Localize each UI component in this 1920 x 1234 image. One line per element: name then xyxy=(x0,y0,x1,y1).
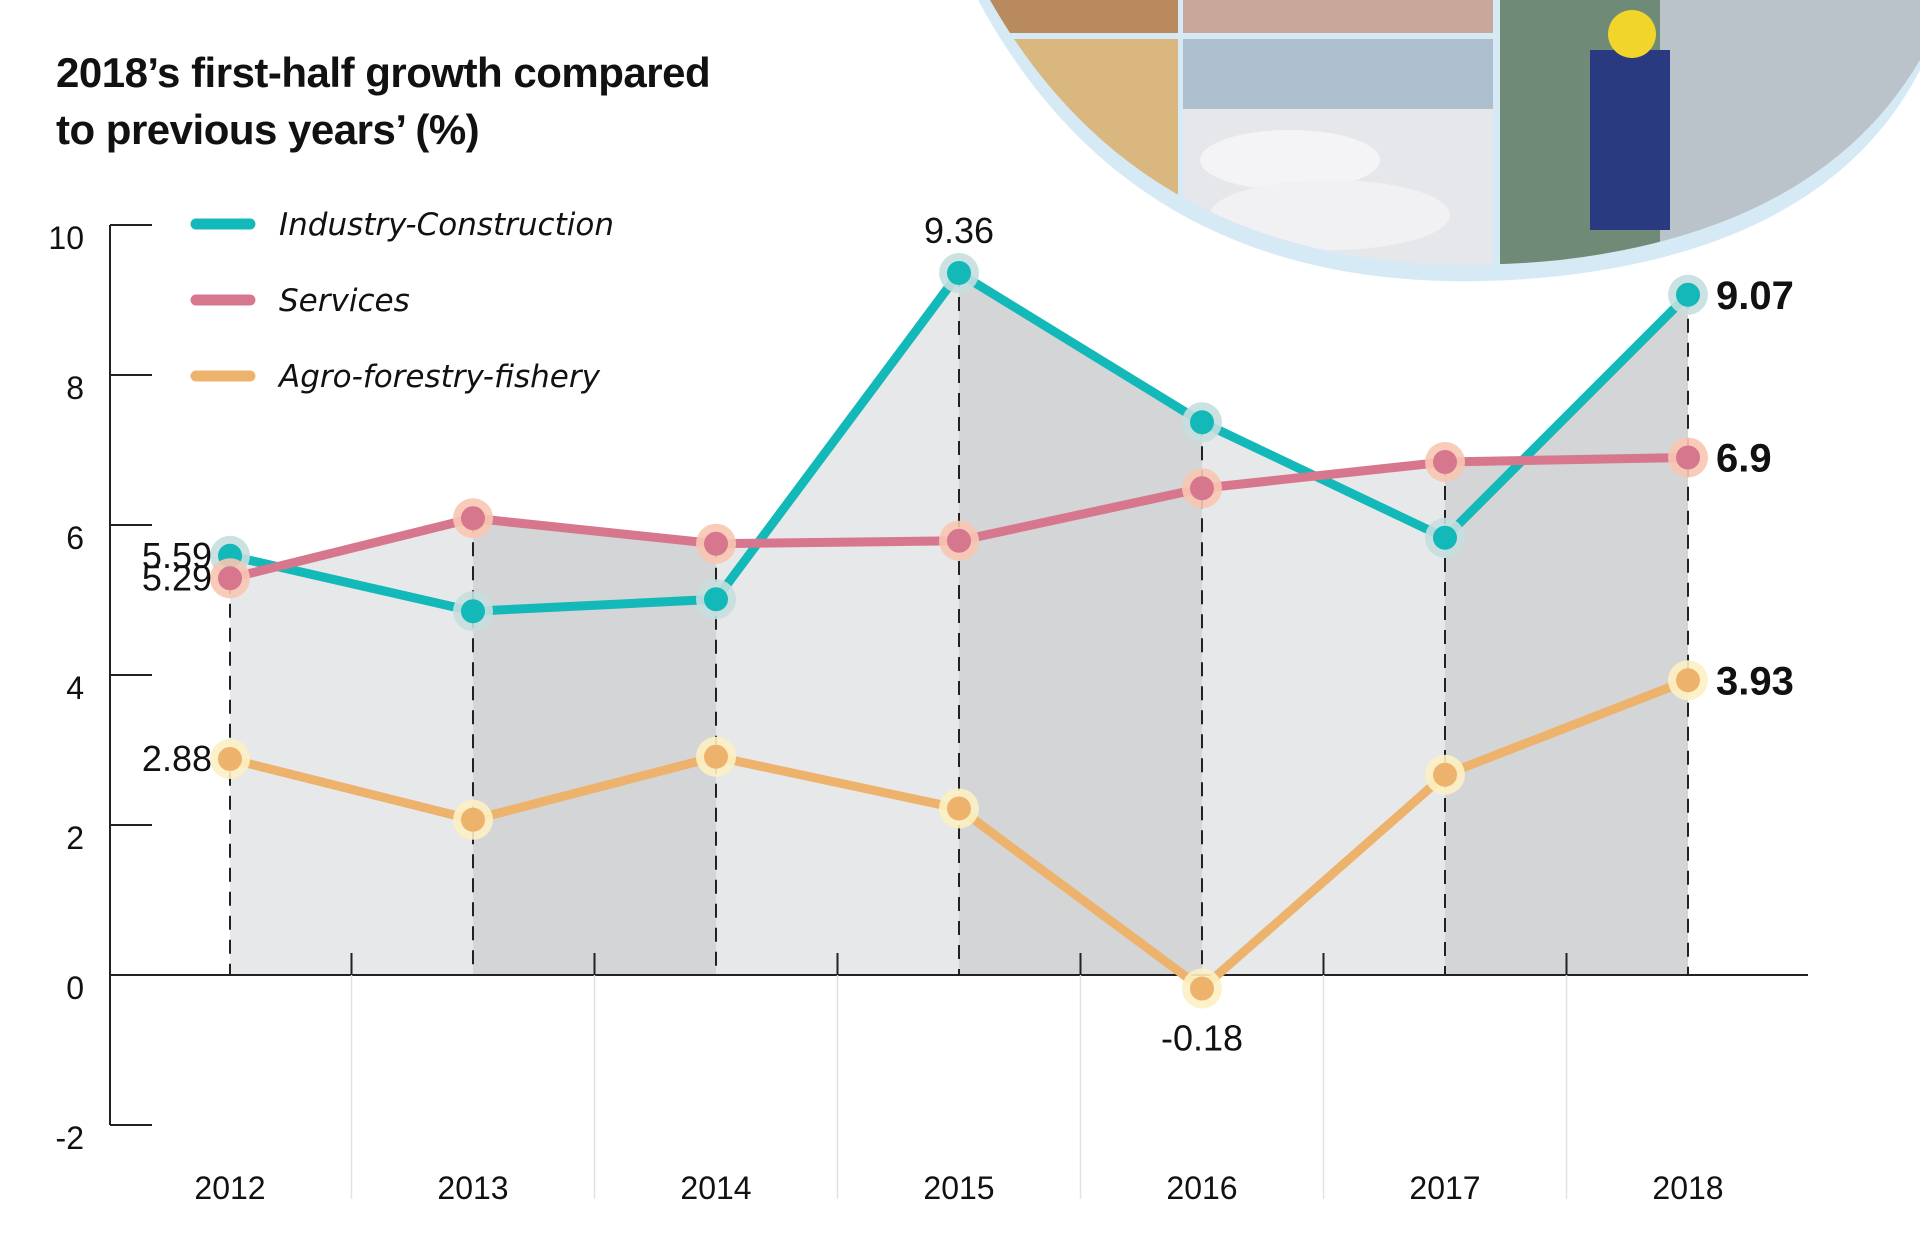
data-point xyxy=(704,587,728,612)
y-tick-label: 0 xyxy=(66,970,84,1006)
data-label: 5.59 xyxy=(142,535,212,576)
photo-rice-sack-shape xyxy=(1200,130,1380,190)
data-point xyxy=(947,528,971,553)
data-point xyxy=(947,261,971,285)
data-point xyxy=(218,566,242,591)
column-band xyxy=(716,273,959,975)
x-tick-label: 2014 xyxy=(680,1170,751,1206)
data-point xyxy=(461,506,485,531)
data-point xyxy=(1676,668,1700,693)
photo-timber xyxy=(990,39,1178,265)
y-tick-label: 10 xyxy=(48,220,84,256)
column-band xyxy=(959,273,1202,975)
data-point xyxy=(1433,762,1457,787)
chart-title-line-1: 2018’s first-half growth compared xyxy=(56,49,711,96)
data-point xyxy=(704,531,728,556)
data-label: 6.9 xyxy=(1716,437,1772,481)
x-tick-label: 2015 xyxy=(923,1170,994,1206)
x-tick-label: 2013 xyxy=(437,1170,508,1206)
chart-title-line-2: to previous years’ (%) xyxy=(56,106,480,153)
x-tick-label: 2018 xyxy=(1652,1170,1723,1206)
data-point xyxy=(218,747,242,771)
column-band xyxy=(1202,422,1445,975)
x-tick-label: 2017 xyxy=(1409,1170,1480,1206)
data-point xyxy=(1433,450,1457,474)
data-point xyxy=(704,744,728,769)
axes: 10 8 6 4 2 0 -2 2012 2013 2014 2015 2016 2017 2018 xyxy=(48,220,1808,1206)
photo-worker-hardhat xyxy=(1608,10,1656,58)
data-label: 3.93 xyxy=(1716,659,1794,703)
y-tick-label: 8 xyxy=(66,370,84,406)
photo-worker-overalls xyxy=(1590,50,1670,230)
photo-rice-sky xyxy=(1183,39,1493,109)
legend-label: Industry-Construction xyxy=(279,207,614,243)
data-point xyxy=(1676,445,1700,470)
column-band xyxy=(1445,294,1688,975)
data-point xyxy=(947,796,971,821)
data-point xyxy=(1190,476,1214,501)
photo-seafood-basket xyxy=(990,0,1178,33)
data-point xyxy=(461,807,485,832)
data-label: -0.18 xyxy=(1161,1018,1243,1059)
data-point xyxy=(1190,410,1214,435)
y-tick-label: -2 xyxy=(56,1120,84,1156)
data-labels: 5.59 9.36 9.07 5.29 6.9 2.88 -0.18 3.93 xyxy=(142,210,1794,1059)
legend-label: Services xyxy=(279,283,410,319)
y-tick-label: 6 xyxy=(66,520,84,556)
data-point xyxy=(1676,282,1700,307)
column-band xyxy=(230,518,473,975)
y-tick-label: 4 xyxy=(66,670,84,706)
y-tick-label: 2 xyxy=(66,820,84,856)
legend-label: Agro-forestry-fishery xyxy=(277,359,601,395)
x-tick-label: 2016 xyxy=(1166,1170,1237,1206)
photo-collage xyxy=(978,0,1920,282)
photo-rice-sack-shape xyxy=(1210,180,1450,250)
data-label: 9.07 xyxy=(1716,274,1794,318)
x-tick-label: 2012 xyxy=(194,1170,265,1206)
legend: Industry-Construction Services Agro-forest… xyxy=(190,207,614,395)
series-lines xyxy=(210,253,1708,1009)
data-point xyxy=(461,599,485,624)
data-label: 2.88 xyxy=(142,738,212,779)
data-point xyxy=(1433,525,1457,550)
photo-fish xyxy=(1183,0,1493,33)
column-band xyxy=(473,518,716,975)
chart-title: 2018’s first-half growth compared to pre… xyxy=(56,44,711,158)
data-label: 9.36 xyxy=(924,210,994,251)
data-label: 5.29 xyxy=(142,557,212,598)
data-point xyxy=(1190,976,1214,1001)
